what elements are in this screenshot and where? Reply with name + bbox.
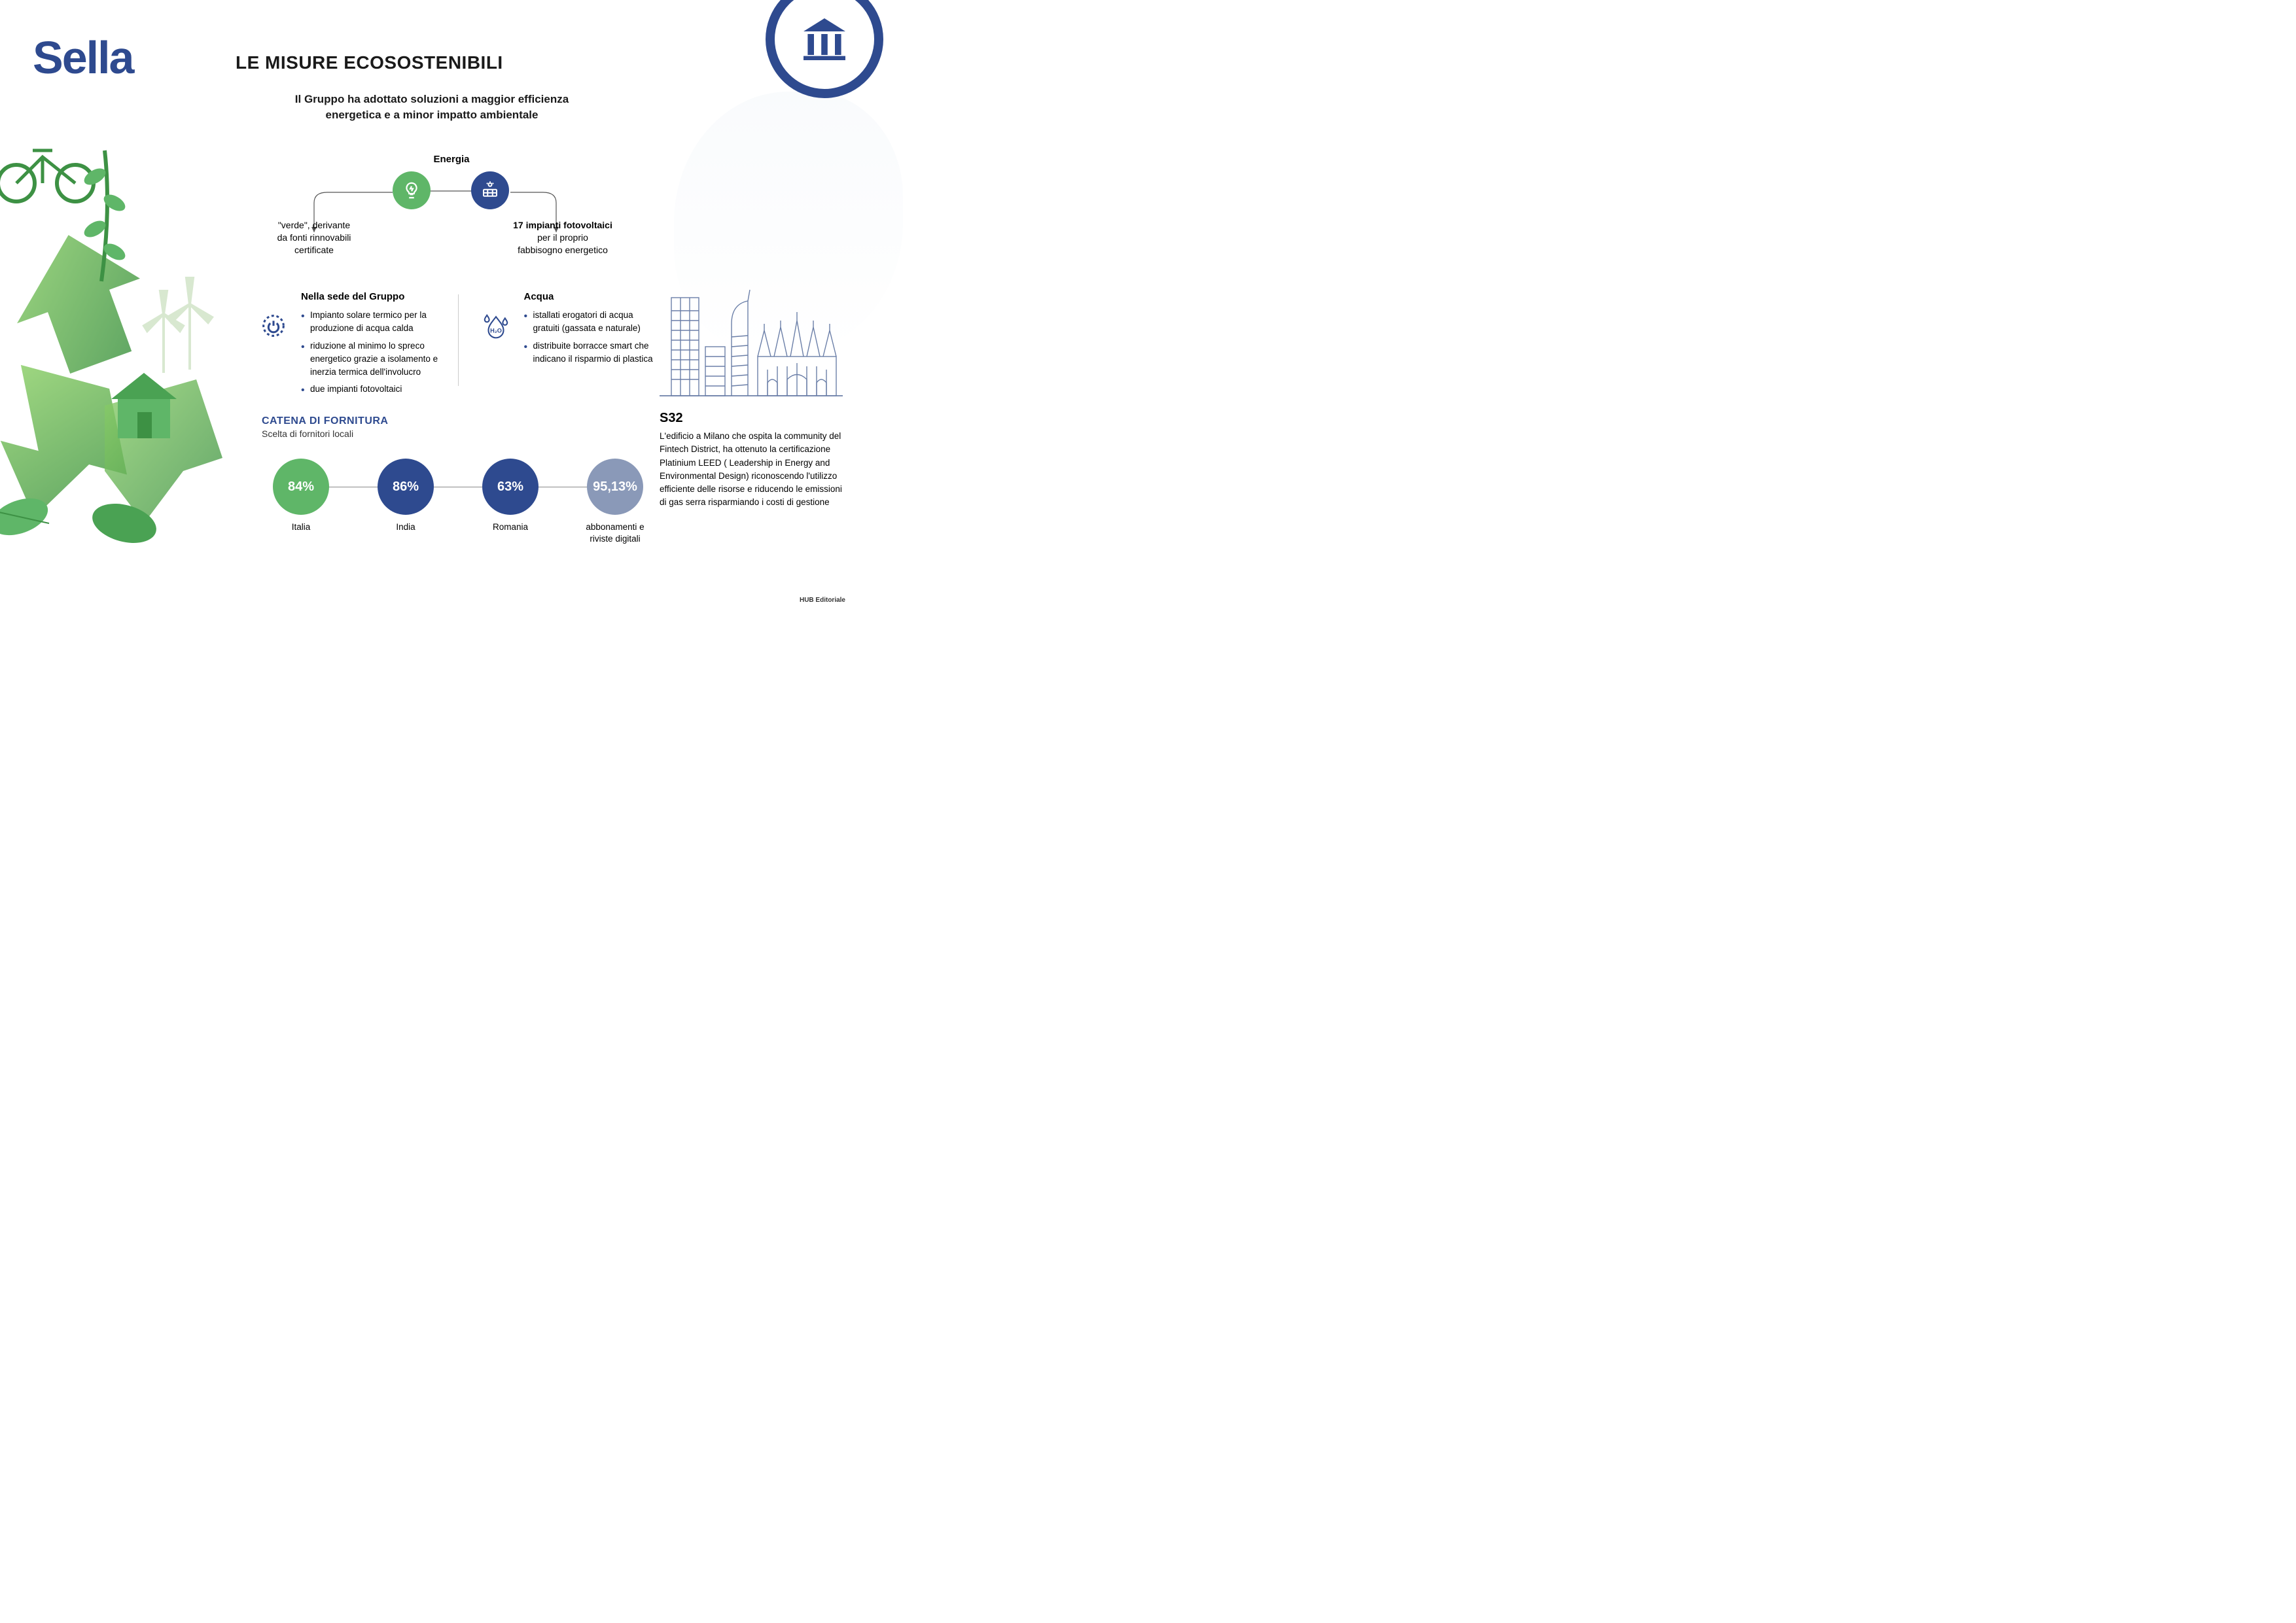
solar-panel-icon [471, 171, 509, 209]
s32-title: S32 [660, 411, 843, 426]
pct-value: 86% [378, 459, 434, 515]
s32-body: L'edificio a Milano che ospita la commun… [660, 430, 843, 510]
circle-romania: 63% Romania [471, 459, 550, 533]
catena-subtitle: Scelta di fornitori locali [262, 428, 654, 439]
pct-value: 95,13% [587, 459, 643, 515]
column-divider [458, 294, 459, 386]
energia-label: Energia [249, 154, 654, 165]
power-icon [255, 291, 291, 400]
recycle-illustration [0, 131, 249, 576]
circle-label: Italia [262, 521, 340, 533]
water-icon: H₂O [478, 291, 514, 400]
pct-value: 63% [482, 459, 539, 515]
energia-right-text: 17 impianti fotovoltaici per il proprio … [484, 219, 641, 256]
svg-text:H₂O: H₂O [490, 327, 502, 334]
milan-skyline-icon [660, 285, 843, 402]
catena-title: CATENA DI FORNITURA [262, 415, 654, 427]
list-item: istallati erogatori di acqua gratuiti (g… [524, 309, 662, 336]
energia-left-text: "verde", derivante da fonti rinnovabili … [249, 219, 380, 256]
circle-label: abbonamenti e riviste digitali [576, 521, 654, 544]
sede-title: Nella sede del Gruppo [301, 291, 438, 302]
s32-panel: S32 L'edificio a Milano che ospita la co… [660, 114, 843, 510]
lightbulb-icon [393, 171, 431, 209]
bank-badge [766, 0, 883, 98]
circles-row: 84% Italia 86% India 63% Romania 95,13% … [262, 459, 654, 544]
pct-value: 84% [273, 459, 329, 515]
title-block: LE MISURE ECOSOSTENIBILI Il Gruppo ha ad… [236, 52, 628, 123]
page-subtitle: Il Gruppo ha adottato soluzioni a maggio… [268, 92, 595, 123]
circle-label: Romania [471, 521, 550, 533]
bank-icon [798, 13, 851, 65]
footer-credit: HUB Editoriale [800, 597, 845, 604]
energia-section: Energia "verde", derivante da [249, 154, 654, 230]
brand-logo: Sella [33, 31, 133, 84]
list-item: distribuite borracce smart che indicano … [524, 340, 662, 366]
list-item: Impianto solare termico per la produzion… [301, 309, 438, 336]
acqua-title: Acqua [524, 291, 662, 302]
sede-column: Nella sede del Gruppo Impianto solare te… [255, 291, 438, 400]
list-item: due impianti fotovoltaici [301, 383, 438, 396]
page-title: LE MISURE ECOSOSTENIBILI [236, 52, 628, 73]
acqua-list: istallati erogatori di acqua gratuiti (g… [524, 309, 662, 366]
circle-label: India [366, 521, 445, 533]
circle-india: 86% India [366, 459, 445, 533]
acqua-column: H₂O Acqua istallati erogatori di acqua g… [478, 291, 662, 400]
list-item: riduzione al minimo lo spreco energetico… [301, 340, 438, 379]
circle-italia: 84% Italia [262, 459, 340, 533]
catena-section: CATENA DI FORNITURA Scelta di fornitori … [262, 415, 654, 544]
sede-list: Impianto solare termico per la produzion… [301, 309, 438, 396]
circle-digital: 95,13% abbonamenti e riviste digitali [576, 459, 654, 544]
middle-section: Nella sede del Gruppo Impianto solare te… [255, 291, 661, 400]
